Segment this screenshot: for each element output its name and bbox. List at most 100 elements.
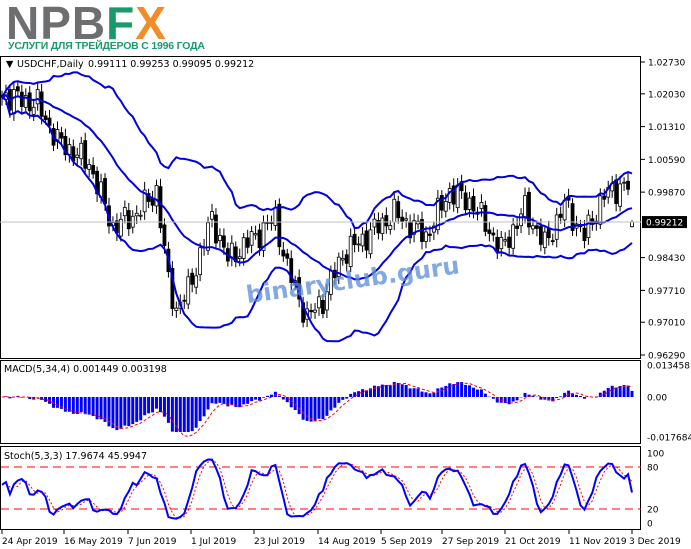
candle-body: [455, 184, 460, 209]
candle-body: [257, 229, 262, 249]
stoch-label: Stoch(5,3,3) 17.9674 45.9947: [4, 451, 147, 462]
date-axis-label: 21 Oct 2019: [505, 537, 561, 547]
candle-body: [360, 233, 365, 247]
candle-body: [416, 220, 420, 225]
macd-bar: [210, 397, 214, 404]
macd-bar: [321, 397, 325, 420]
candle-body: [535, 225, 539, 229]
candle-body: [352, 233, 357, 246]
macd-bar: [250, 397, 254, 402]
candle-body: [479, 202, 484, 209]
price-axis-label: 0.96290: [648, 352, 685, 362]
macd-bar: [293, 397, 297, 410]
macd-bar: [281, 397, 285, 400]
macd-bar: [400, 384, 404, 397]
candle-body: [27, 92, 32, 112]
candle-body: [59, 132, 64, 139]
macd-bar: [325, 397, 329, 416]
macd-bar: [337, 397, 341, 403]
macd-bar: [384, 384, 388, 397]
stoch-axis-label: 100: [647, 450, 664, 460]
macd-bar: [162, 397, 166, 417]
macd-bar: [127, 397, 131, 427]
price-panel[interactable]: binaryclub.guru ▼ USDCHF,Daily 0.99111 0…: [0, 56, 641, 359]
macd-bar: [44, 397, 48, 402]
ohlc-label: 0.99111 0.99253 0.99095 0.99212: [88, 59, 254, 70]
macd-bar: [151, 397, 155, 413]
candle-body: [182, 299, 187, 302]
candle-body: [35, 89, 40, 105]
macd-bar: [582, 397, 586, 399]
symbol-dropdown-icon[interactable]: ▼: [6, 59, 14, 70]
candle-body: [356, 243, 361, 246]
candle-body: [47, 117, 52, 126]
macd-bar: [420, 391, 424, 397]
macd-bar: [416, 388, 420, 397]
macd-bar: [214, 397, 218, 404]
candle-body: [336, 256, 341, 277]
macd-bar: [305, 397, 309, 421]
macd-panel[interactable]: MACD(5,34,4) 0.001449 0.003198: [0, 360, 641, 444]
price-axis-label: 0.98430: [648, 254, 685, 264]
candle-body: [340, 257, 345, 261]
macd-label: MACD(5,34,4) 0.001449 0.003198: [4, 364, 167, 375]
stoch-axis-label: 80: [647, 464, 659, 474]
bollinger-bands: [1, 71, 633, 343]
macd-bar: [55, 397, 59, 408]
date-axis-label: 16 May 2019: [64, 537, 123, 547]
macd-bar: [436, 388, 440, 397]
macd-bar: [622, 384, 626, 397]
candle-body: [67, 144, 72, 155]
macd-bar: [289, 397, 293, 408]
candle-body: [83, 140, 88, 169]
candle-body: [614, 179, 619, 204]
candle-body: [277, 203, 282, 248]
macd-bar: [515, 397, 519, 401]
candle-body: [218, 234, 222, 242]
macd-bar: [503, 397, 507, 404]
macd-bar: [135, 397, 139, 422]
candle-body: [158, 186, 163, 229]
candle-body: [332, 269, 337, 279]
candle-body: [503, 239, 508, 242]
candle-body: [87, 164, 92, 170]
macd-axis-label: -0.017684: [647, 434, 691, 444]
macd-bar: [380, 384, 384, 397]
candle-body: [483, 205, 488, 232]
macd-bar: [186, 397, 190, 432]
macd-bar: [202, 397, 206, 417]
date-axis-label: 14 Aug 2019: [318, 537, 376, 547]
macd-bar: [376, 386, 380, 397]
stoch-main: [1, 458, 633, 520]
macd-bar: [230, 397, 234, 406]
macd-bar: [277, 395, 281, 397]
macd-bar: [357, 391, 361, 397]
logo-f: F: [106, 0, 136, 49]
stochastic-panel[interactable]: Stoch(5,3,3) 17.9674 45.9947: [0, 446, 642, 530]
candle-body: [63, 135, 68, 156]
macd-bar: [626, 385, 630, 397]
macd-bar: [91, 397, 95, 416]
macd-bar: [273, 391, 277, 397]
macd-bar: [551, 397, 555, 402]
macd-bar: [309, 397, 313, 422]
macd-bar: [123, 397, 127, 426]
macd-bar: [630, 390, 634, 397]
macd-bar: [226, 397, 230, 407]
price-axis-label: 1.02730: [648, 59, 685, 69]
macd-panel-frame: [0, 360, 641, 444]
candle-body: [91, 165, 96, 175]
candle-body: [313, 309, 317, 313]
date-axis-label: 11 Nov 2019: [569, 537, 627, 547]
candle-body: [487, 229, 492, 234]
candle-body: [523, 195, 527, 218]
candle-body: [527, 191, 531, 228]
date-axis-label: 3 Dec 2019: [629, 537, 681, 547]
macd-bar: [388, 385, 392, 397]
price-axis-label: 1.00590: [648, 156, 685, 166]
candle-body: [103, 178, 107, 205]
macd-bar: [602, 390, 606, 397]
macd-bar: [40, 397, 44, 400]
candle-body: [598, 195, 603, 225]
